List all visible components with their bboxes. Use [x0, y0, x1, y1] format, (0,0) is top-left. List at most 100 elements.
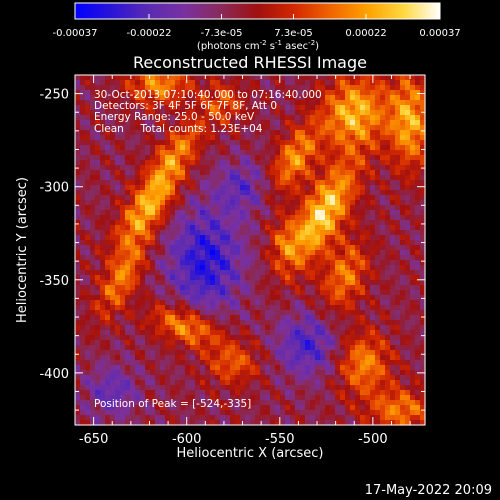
- heatmap-cell: [365, 75, 371, 81]
- heatmap-cell: [360, 140, 366, 146]
- heatmap-cell: [190, 315, 196, 321]
- heatmap-cell: [265, 335, 271, 341]
- heatmap-cell: [300, 175, 306, 181]
- heatmap-cell: [170, 160, 176, 166]
- heatmap-cell: [240, 255, 246, 261]
- heatmap-cell: [245, 215, 251, 221]
- heatmap-cell: [330, 200, 336, 206]
- heatmap-cell: [280, 415, 286, 421]
- heatmap-cell: [265, 165, 271, 171]
- heatmap-cell: [265, 370, 271, 376]
- heatmap-cell: [385, 380, 391, 386]
- heatmap-cell: [390, 225, 396, 231]
- heatmap-cell: [280, 370, 286, 376]
- heatmap-cell: [330, 115, 336, 121]
- heatmap-cell: [365, 305, 371, 311]
- heatmap-cell: [325, 180, 331, 186]
- heatmap-cell: [395, 385, 401, 391]
- heatmap-cell: [80, 130, 86, 136]
- heatmap-cell: [140, 175, 146, 181]
- heatmap-cell: [400, 205, 406, 211]
- heatmap-cell: [380, 260, 386, 266]
- heatmap-cell: [95, 155, 101, 161]
- heatmap-cell: [420, 355, 426, 361]
- heatmap-cell: [130, 170, 136, 176]
- heatmap-cell: [420, 155, 426, 161]
- heatmap-cell: [250, 75, 256, 81]
- heatmap-cell: [305, 270, 311, 276]
- heatmap-cell: [305, 380, 311, 386]
- heatmap-cell: [185, 185, 191, 191]
- heatmap-cell: [345, 115, 351, 121]
- heatmap-cell: [370, 370, 376, 376]
- heatmap-cell: [180, 405, 186, 411]
- heatmap-cell: [390, 250, 396, 256]
- heatmap-cell: [160, 80, 166, 86]
- heatmap-cell: [275, 230, 281, 236]
- heatmap-cell: [270, 395, 276, 401]
- heatmap-cell: [135, 170, 141, 176]
- heatmap-cell: [415, 130, 421, 136]
- heatmap-cell: [230, 295, 236, 301]
- heatmap-cell: [410, 305, 416, 311]
- heatmap-cell: [115, 250, 121, 256]
- heatmap-cell: [195, 235, 201, 241]
- heatmap-cell: [240, 265, 246, 271]
- heatmap-cell: [350, 310, 356, 316]
- heatmap-cell: [210, 225, 216, 231]
- heatmap-cell: [125, 80, 131, 86]
- heatmap-cell: [110, 100, 116, 106]
- heatmap-cell: [325, 350, 331, 356]
- heatmap-cell: [120, 420, 126, 426]
- heatmap-cell: [290, 200, 296, 206]
- heatmap-cell: [205, 185, 211, 191]
- heatmap-cell: [310, 400, 316, 406]
- heatmap-cell: [225, 285, 231, 291]
- heatmap-cell: [400, 80, 406, 86]
- heatmap-cell: [195, 230, 201, 236]
- heatmap-cell: [215, 190, 221, 196]
- heatmap-cell: [115, 95, 121, 101]
- heatmap-cell: [410, 270, 416, 276]
- heatmap-cell: [310, 160, 316, 166]
- heatmap-cell: [195, 280, 201, 286]
- heatmap-cell: [170, 185, 176, 191]
- heatmap-cell: [370, 265, 376, 271]
- heatmap-cell: [160, 415, 166, 421]
- heatmap-cell: [90, 100, 96, 106]
- heatmap-cell: [220, 315, 226, 321]
- heatmap-cell: [235, 170, 241, 176]
- heatmap-cell: [420, 220, 426, 226]
- heatmap-cell: [180, 160, 186, 166]
- heatmap-cell: [290, 120, 296, 126]
- heatmap-cell: [135, 140, 141, 146]
- heatmap-cell: [220, 335, 226, 341]
- heatmap-cell: [125, 360, 131, 366]
- heatmap-cell: [150, 295, 156, 301]
- heatmap-cell: [210, 315, 216, 321]
- heatmap-cell: [265, 375, 271, 381]
- heatmap-cell: [370, 385, 376, 391]
- heatmap-cell: [310, 305, 316, 311]
- heatmap-cell: [85, 245, 91, 251]
- heatmap-cell: [205, 180, 211, 186]
- heatmap-cell: [230, 185, 236, 191]
- heatmap-cell: [380, 300, 386, 306]
- heatmap-cell: [310, 100, 316, 106]
- heatmap-cell: [380, 120, 386, 126]
- heatmap-cell: [345, 350, 351, 356]
- heatmap-cell: [235, 335, 241, 341]
- heatmap-cell: [375, 380, 381, 386]
- heatmap-cell: [115, 195, 121, 201]
- heatmap-cell: [250, 405, 256, 411]
- heatmap-cell: [395, 275, 401, 281]
- heatmap-cell: [390, 150, 396, 156]
- heatmap-cell: [245, 130, 251, 136]
- heatmap-cell: [365, 340, 371, 346]
- heatmap-cell: [230, 365, 236, 371]
- heatmap-cell: [360, 205, 366, 211]
- heatmap-cell: [125, 90, 131, 96]
- heatmap-cell: [350, 420, 356, 426]
- heatmap-cell: [420, 310, 426, 316]
- heatmap-cell: [135, 200, 141, 206]
